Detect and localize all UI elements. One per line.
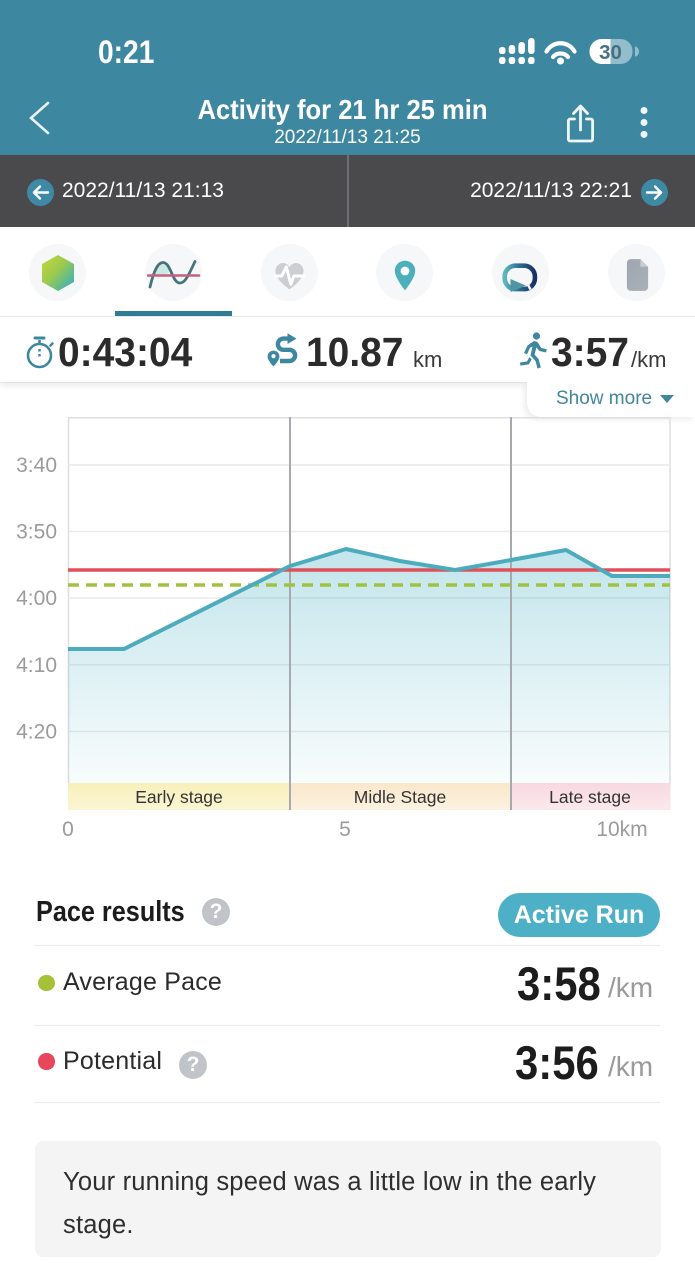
svg-text:Early stage: Early stage (135, 787, 223, 807)
svg-text:3:40: 3:40 (16, 454, 57, 477)
svg-text:10km: 10km (596, 818, 647, 841)
svg-text:4:00: 4:00 (16, 587, 57, 610)
svg-text:Midle Stage: Midle Stage (354, 787, 446, 807)
svg-text:4:20: 4:20 (16, 721, 57, 744)
svg-text:3:50: 3:50 (16, 521, 57, 544)
svg-text:Late stage: Late stage (549, 787, 631, 807)
svg-text:30: 30 (599, 41, 622, 64)
svg-text:0: 0 (62, 818, 74, 841)
svg-text:4:10: 4:10 (16, 654, 57, 677)
svg-text:5: 5 (339, 818, 351, 841)
